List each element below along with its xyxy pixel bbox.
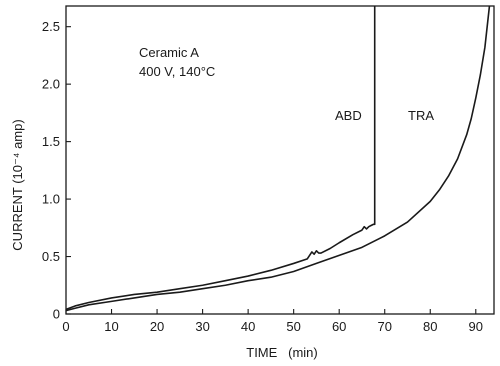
series-label-abd: ABD [335, 108, 362, 123]
y-axis-ticks: 0 0.5 1.0 1.5 2.0 2.5 [42, 19, 71, 322]
x-tick-label: 0 [62, 319, 69, 334]
y-tick-label: 1.0 [42, 192, 60, 207]
y-tick-label: 2.0 [42, 77, 60, 92]
annotation-specimen: Ceramic A [139, 45, 199, 60]
y-axis-title: CURRENT (10⁻⁴ amp) [10, 119, 25, 250]
plot-frame [65, 5, 495, 315]
x-axis-ticks: 0 10 20 30 40 50 60 70 80 90 [62, 309, 483, 334]
x-tick-label: 60 [332, 319, 346, 334]
x-tick-label: 20 [150, 319, 164, 334]
x-tick-label: 70 [377, 319, 391, 334]
x-tick-label: 80 [423, 319, 437, 334]
x-tick-label: 10 [104, 319, 118, 334]
plot-area-border [65, 5, 495, 315]
y-tick-label: 2.5 [42, 19, 60, 34]
series-line-tra [65, 5, 491, 312]
x-tick-label: 30 [195, 319, 209, 334]
x-tick-label: 40 [241, 319, 255, 334]
x-tick-label: 50 [286, 319, 300, 334]
y-tick-label: 1.5 [42, 134, 60, 149]
x-tick-label: 90 [469, 319, 483, 334]
y-tick-label: 0.5 [42, 249, 60, 264]
series-lines [65, 5, 491, 312]
series-line-abd [65, 6, 376, 311]
annotation-conditions: 400 V, 140°C [139, 64, 215, 79]
x-axis-title: TIME (min) [246, 345, 318, 360]
series-label-tra: TRA [408, 108, 434, 123]
y-tick-label: 0 [53, 307, 60, 322]
